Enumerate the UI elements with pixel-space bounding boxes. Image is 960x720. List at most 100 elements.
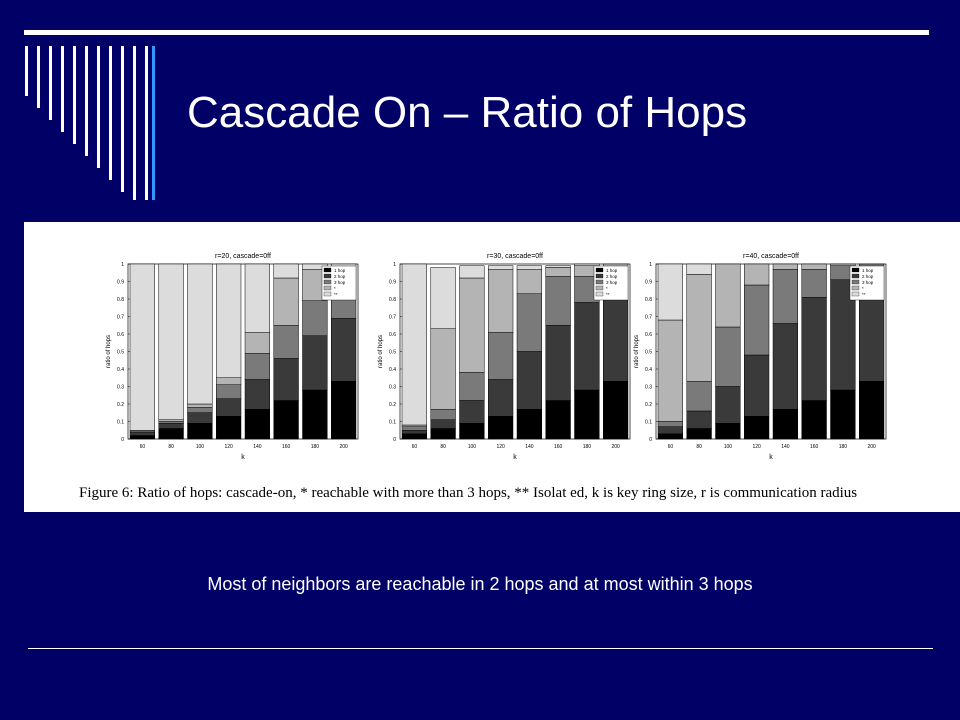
legend-swatch [595,279,604,285]
legend-label: ** [334,292,338,297]
bar-segment [459,265,485,279]
bar-segment [772,323,798,410]
x-tick-label: 80 [440,444,446,450]
bar-segment [772,269,798,324]
bar-segment [187,412,213,424]
y-tick-label: 1 [121,262,124,268]
x-tick-label: 80 [696,444,702,450]
bar-segment [430,409,456,420]
bar-segment [574,389,600,440]
stripe [145,46,148,200]
bar-segment [744,416,770,440]
bar-segment [516,409,542,440]
x-tick-label: 120 [496,444,505,450]
bar-segment [244,332,270,354]
stripe [37,46,40,108]
bar-segment [187,403,213,408]
chart-title: r=20, cascade=0ff [215,253,271,260]
y-tick-label: 0.2 [117,402,124,408]
legend-swatch [595,291,604,297]
x-tick-label: 140 [525,444,534,450]
bar-segment [545,267,571,277]
legend-swatch [851,267,860,273]
bar-segment [129,263,155,431]
stripe [85,46,88,156]
y-tick-label: 0.9 [117,280,124,286]
y-tick-label: 0 [649,437,652,443]
bar-segment [859,381,885,440]
bar-segment [744,284,770,356]
stripe [73,46,76,144]
bar-segment [603,381,629,440]
legend-swatch [851,279,860,285]
legend-label: * [606,286,608,291]
chart-3: r=40, cascade=0ff 0 0.1 0.2 0.3 0.4 0.5 0.6 0.7 0… [634,253,887,461]
bar-segment [744,263,770,286]
y-tick-label: 0.8 [389,297,396,303]
bar-segment [302,300,328,336]
x-tick-label: 140 [253,444,262,450]
x-tick-label: 60 [668,444,674,450]
chart-2: r=30, cascade=0ff 0 0.1 0.2 0.3 0.4 0.5 0.6 0.7 0… [378,253,631,461]
bar-segment [574,302,600,391]
x-axis-label: k [769,454,773,461]
y-tick-label: 0.1 [645,420,652,426]
bar-segment [331,318,357,382]
y-tick-label: 0.1 [389,420,396,426]
slide-subtitle: Most of neighbors are reachable in 2 hop… [207,574,753,594]
bar-segment [744,354,770,417]
y-tick-label: 1 [649,262,652,268]
x-tick-label: 100 [724,444,733,450]
x-tick-label: 140 [781,444,790,450]
bar-segment [516,265,542,270]
bar-segment [657,263,683,321]
x-tick-label: 160 [554,444,563,450]
y-axis-label: ratio of hops [634,335,640,368]
y-tick-label: 0.8 [645,297,652,303]
bar-segment [302,335,328,391]
x-tick-label: 60 [140,444,146,450]
bar-segment [801,400,827,440]
x-tick-label: 160 [810,444,819,450]
bar-segment [488,269,514,333]
bar-segment [273,325,299,359]
bar-segment [216,377,242,385]
bar-segment [830,263,856,266]
bar-segment [686,274,712,382]
x-tick-label: 100 [196,444,205,450]
slide-title: Cascade On – Ratio of Hops [187,88,748,137]
y-tick-label: 0.4 [389,367,396,373]
legend-label: 3 hop [862,280,874,285]
bar-segment [158,421,184,424]
y-axis-label: ratio of hops [106,335,112,368]
legend-label: 2 hop [862,274,874,279]
decorative-stripes [25,46,155,200]
legend-swatch [323,279,332,285]
x-tick-label: 160 [282,444,291,450]
y-tick-label: 0 [121,437,124,443]
bar-segment [516,293,542,352]
bar-segment [657,433,683,440]
y-tick-label: 0.3 [117,385,124,391]
bar-segment [715,386,741,424]
legend-label: ** [606,292,610,297]
legend-swatch [851,273,860,279]
x-tick-label: 180 [839,444,848,450]
figure-caption: Figure 6: Ratio of hops: cascade-on, * r… [79,485,858,501]
legend-label: 2 hop [606,274,618,279]
bar-segment [244,263,270,333]
y-tick-label: 0.5 [389,350,396,356]
y-tick-label: 0.6 [645,332,652,338]
legend-label: 3 hop [606,280,618,285]
y-tick-label: 0.9 [389,280,396,286]
legend-label: ** [862,292,866,297]
y-tick-label: 0 [393,437,396,443]
bar-segment [545,265,571,268]
bar-segment [488,332,514,380]
stripe [121,46,124,192]
legend-label: 2 hop [334,274,346,279]
legend-swatch [323,291,332,297]
bar-segment [686,263,712,275]
bar-segment [459,372,485,401]
bar-segment [772,409,798,440]
